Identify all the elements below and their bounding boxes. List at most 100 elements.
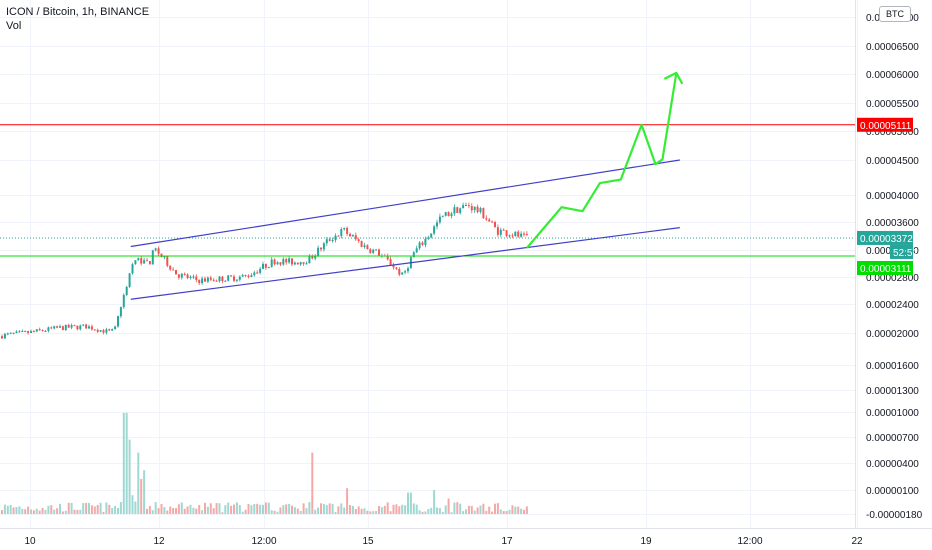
volume-bar <box>30 509 32 514</box>
candle-body <box>325 239 328 244</box>
candle-body <box>354 235 357 240</box>
volume-bar <box>470 505 473 514</box>
volume-bar <box>3 504 6 514</box>
candle-body <box>67 324 70 328</box>
time-axis[interactable]: 10 12 12:00 15 17 19 12:00 22 <box>24 536 863 547</box>
candle-body <box>99 330 102 332</box>
volume-bar <box>349 505 351 514</box>
candle-body <box>96 329 99 332</box>
volume-bar <box>325 505 328 514</box>
candle-body <box>212 279 215 281</box>
candle-body <box>273 259 276 265</box>
volume-bar <box>511 505 514 514</box>
volume-bar <box>9 505 12 514</box>
candle-body <box>195 276 198 281</box>
candle-body <box>108 329 111 331</box>
volume-bar <box>456 502 459 514</box>
candle-body <box>76 325 79 330</box>
candle-body <box>47 327 50 331</box>
candle-body <box>221 276 224 282</box>
candle-body <box>53 326 56 329</box>
candle-body <box>6 333 9 335</box>
candle-body <box>244 275 247 277</box>
volume-bar <box>441 511 444 514</box>
volume-bar <box>250 505 253 514</box>
candle-body <box>50 327 53 329</box>
candle-body <box>462 205 465 209</box>
candle-body <box>247 275 250 278</box>
candle-body <box>520 233 523 237</box>
volume-bar <box>128 439 131 514</box>
volume-bar <box>6 505 9 514</box>
candle-body <box>117 316 119 327</box>
countdown-tag-text: 52:52 <box>893 248 918 259</box>
volume-bar <box>285 504 288 514</box>
candle-body <box>302 262 305 264</box>
volume-bar <box>1 510 3 514</box>
volume-bar <box>259 504 262 514</box>
price-candles <box>1 202 528 339</box>
price-tick-label: 0.00002800 <box>866 273 919 284</box>
candle-body <box>505 230 508 236</box>
candle-body <box>262 263 264 269</box>
volume-bar <box>465 509 467 514</box>
candle-body <box>499 229 502 235</box>
volume-bar <box>430 507 433 514</box>
volume-bar <box>230 505 233 514</box>
volume-bar <box>436 507 438 514</box>
volume-bar <box>256 503 259 514</box>
candle-body <box>360 241 363 247</box>
candle-body <box>282 259 285 265</box>
candle-body <box>172 269 175 271</box>
time-tick-label: 10 <box>24 536 36 547</box>
candle-body <box>79 325 82 330</box>
candle-body <box>201 278 204 284</box>
candle-body <box>404 271 407 273</box>
candle-body <box>433 226 436 234</box>
price-tick-label: 0.00005000 <box>866 127 919 138</box>
volume-bar <box>224 505 227 514</box>
candle-body <box>334 235 337 241</box>
candle-body <box>128 273 131 287</box>
currency-badge[interactable]: BTC <box>879 6 911 22</box>
candle-body <box>476 206 479 213</box>
channel-upper-line[interactable] <box>130 159 680 248</box>
volume-bar <box>244 509 247 514</box>
candle-body <box>398 268 401 275</box>
support-tag-text: 0.00003111 <box>860 264 912 275</box>
candle-body <box>311 256 314 259</box>
volume-bar <box>238 505 241 514</box>
volume-bar <box>215 503 218 514</box>
price-tick-label: -0.00000180 <box>866 510 923 521</box>
candle-body <box>218 276 221 282</box>
volume-bar <box>375 511 378 514</box>
volume-bar <box>386 502 389 514</box>
time-tick-label: 12:00 <box>251 536 276 547</box>
volume-bar <box>151 510 154 514</box>
candle-body <box>450 213 453 217</box>
volume-bar <box>50 505 53 514</box>
candle-body <box>349 233 351 237</box>
volume-bar <box>279 507 282 514</box>
candle-body <box>395 267 398 269</box>
candle-body <box>308 256 311 264</box>
candle-body <box>148 261 151 265</box>
volume-bar <box>491 511 494 514</box>
volume-bar <box>334 511 337 514</box>
volume-bar <box>169 506 172 514</box>
projection-path[interactable] <box>526 72 678 249</box>
volume-bar <box>354 509 357 514</box>
candle-body <box>209 277 212 280</box>
volume-bar <box>293 507 296 514</box>
price-tick-label: 0.00002400 <box>866 300 919 311</box>
candle-body <box>363 245 366 247</box>
candle-body <box>230 275 233 277</box>
channel-lower-line[interactable] <box>130 227 680 300</box>
candle-body <box>479 208 482 213</box>
price-tags: 0.00005111 0.00003372 52:52 0.00003111 <box>857 117 918 276</box>
volume-bar <box>276 511 279 514</box>
candle-body <box>288 258 291 263</box>
candle-body <box>70 325 73 328</box>
volume-bar <box>38 510 41 514</box>
